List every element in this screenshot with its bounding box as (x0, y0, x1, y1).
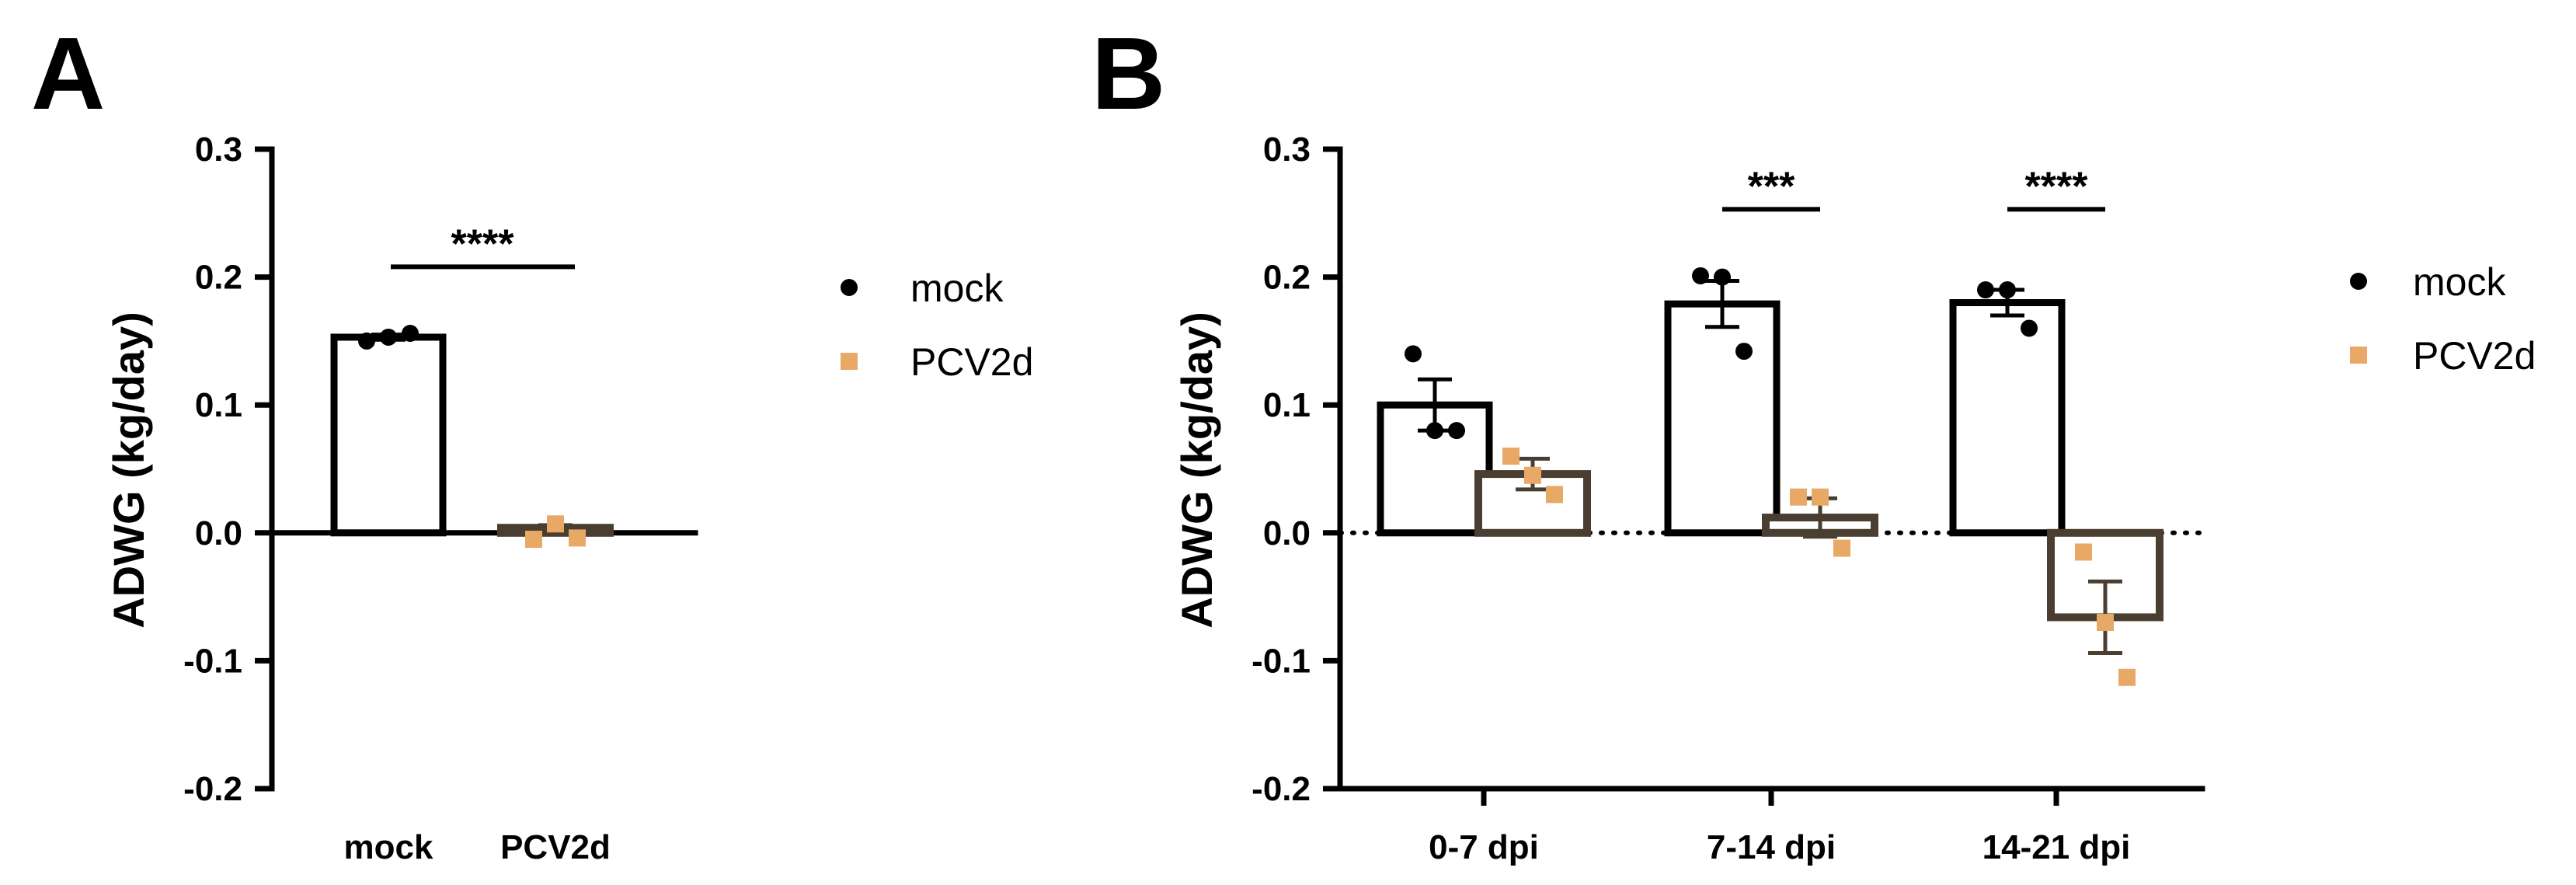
panel-b-7-14dpi-mock-point (1714, 268, 1731, 286)
panel-b-7-14dpi-mock-point (1692, 267, 1709, 284)
panel-a-label: A (31, 16, 105, 131)
panel-a-points (358, 325, 586, 549)
panel-b-0-7dpi-pcv2d-point (1546, 486, 1563, 503)
panel-b-7-14dpi-mock-point (1735, 343, 1753, 361)
panel-a-y-tick-label: 0.3 (195, 131, 242, 169)
panel-b-x-label-7-14: 7-14 dpi (1707, 828, 1836, 866)
panel-b-y-tick-label: -0.2 (1251, 770, 1311, 808)
panel-b-0-7dpi-pcv2d-point (1524, 466, 1541, 484)
panel-a-x-labels: mock PCV2d (344, 828, 611, 866)
panel-b-legend: mock PCV2d (2350, 260, 2536, 378)
panel-b-points (1405, 267, 2136, 686)
panel-a-mock-point (402, 325, 419, 343)
panel-a-pcv2d-point (547, 515, 564, 533)
panel-b-14-21dpi-pcv2d-point (2097, 614, 2114, 632)
panel-b-0-7dpi-mock-point (1448, 422, 1465, 440)
panel-b-label: B (1091, 16, 1165, 131)
panel-b-sig-label-7-14: *** (1748, 164, 1795, 209)
panel-b-7-14dpi-mock-bar (1664, 300, 1781, 537)
panel-a-pcv2d-point (569, 529, 586, 547)
panel-b-significance: *** **** (1722, 164, 2105, 212)
panel-b-legend-pcv2d-label: PCV2d (2413, 334, 2536, 378)
panel-a-mock-bar (330, 333, 447, 537)
panel-b-x-labels: 0-7 dpi 7-14 dpi 14-21 dpi (1429, 828, 2130, 866)
panel-b-sig-label-14-21: **** (2025, 164, 2089, 209)
panel-a-y-axis-title: ADWG (kg/day) (104, 312, 153, 629)
panel-a-y-tick-label: -0.1 (183, 642, 242, 680)
panel-b-0-7dpi-mock-point (1426, 422, 1443, 440)
panel-a-pcv2d-point (525, 531, 542, 549)
panel-a-legend-pcv2d-marker (841, 353, 858, 370)
panel-b-14-21dpi-mock-point (2021, 319, 2038, 337)
panel-b-y-tick-label: 0.1 (1263, 386, 1311, 424)
panel-b-y-tick-label: 0.3 (1263, 131, 1311, 169)
panel-a-mock-point (358, 332, 375, 350)
panel-a-legend-pcv2d-label: PCV2d (910, 340, 1033, 384)
panel-b-0-7dpi-pcv2d-point (1502, 448, 1519, 465)
panel-a-x-label-mock: mock (344, 828, 433, 866)
panel-b-14-21dpi-mock-bar (1949, 299, 2066, 537)
panel-b-legend-mock-label: mock (2413, 260, 2506, 304)
panel-b-legend-pcv2d-marker (2350, 347, 2367, 364)
panel-a-y-tick-label: -0.2 (183, 770, 242, 808)
panel-b-bars (1377, 299, 2163, 622)
panel-b-y-tick-label: 0.2 (1263, 259, 1311, 297)
panel-a-bars (330, 333, 614, 537)
panel-a-y-ticks: -0.2 -0.1 0.0 0.1 0.2 0.3 (183, 131, 272, 808)
panel-a-y-tick-label: 0.2 (195, 259, 242, 297)
panel-a-y-tick-label: 0.0 (195, 514, 242, 552)
panel-a-legend: mock PCV2d (841, 267, 1033, 384)
panel-b-14-21dpi-pcv2d-point (2118, 668, 2136, 686)
panel-a-legend-mock-marker (841, 279, 858, 296)
panel-b-y-ticks: -0.2 -0.1 0.0 0.1 0.2 0.3 (1251, 131, 1340, 808)
panel-a-y-tick-label: 0.1 (195, 386, 242, 424)
panel-b-x-label-14-21: 14-21 dpi (1982, 828, 2131, 866)
panel-b: B ADWG (kg/day) -0.2 -0.1 0.0 0.1 0.2 0.3 ***… (1091, 16, 2536, 866)
panel-b-y-axis-title: ADWG (kg/day) (1172, 312, 1221, 629)
panel-b-x-ticks (1481, 789, 2059, 806)
panel-a-x-label-pcv2d: PCV2d (500, 828, 611, 866)
panel-b-14-21dpi-pcv2d-point (2075, 543, 2092, 561)
panel-a-significance: **** (391, 221, 575, 270)
panel-a-legend-mock-label: mock (910, 267, 1004, 310)
panel-b-error-bars (1418, 279, 2122, 656)
panel-b-legend-mock-marker (2350, 273, 2367, 290)
panel-a: A ADWG (kg/day) -0.2 -0.1 0.0 0.1 0.2 0.3 ***… (31, 16, 1033, 866)
panel-b-7-14dpi-pcv2d-point (1812, 488, 1829, 506)
panel-b-14-21dpi-mock-point (1999, 281, 2016, 299)
panel-b-y-tick-label: -0.1 (1251, 642, 1311, 680)
panel-b-7-14dpi-pcv2d-point (1833, 539, 1850, 557)
panel-a-mock-point (380, 328, 397, 346)
panel-b-7-14dpi-pcv2d-point (1790, 488, 1807, 506)
panel-a-sig-label: **** (451, 221, 515, 267)
panel-b-x-label-0-7: 0-7 dpi (1429, 828, 1539, 866)
panel-b-0-7dpi-mock-point (1405, 345, 1422, 363)
panel-b-y-tick-label: 0.0 (1263, 514, 1311, 552)
panel-b-14-21dpi-mock-point (1977, 281, 1994, 299)
